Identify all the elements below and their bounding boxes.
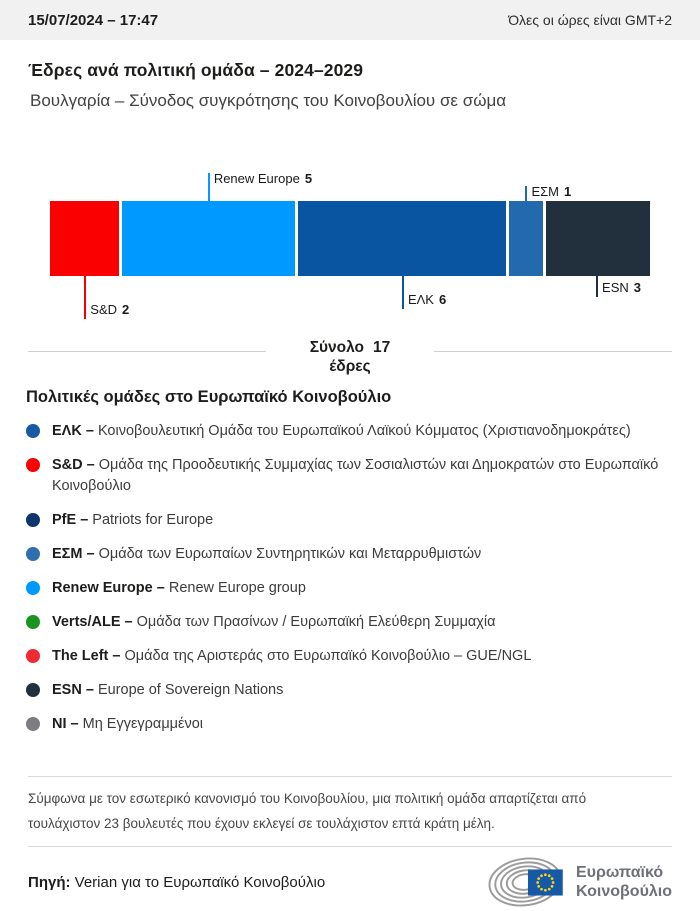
bar-segment-epp bbox=[298, 201, 506, 276]
legend-abbr: ΕΣΜ – bbox=[52, 546, 99, 562]
legend-heading: Πολιτικές ομάδες στο Ευρωπαϊκό Κοινοβούλ… bbox=[26, 388, 392, 406]
timezone-note: Όλες οι ώρες είναι GMT+2 bbox=[508, 12, 672, 28]
legend-item-verts: Verts/ALE – Ομάδα των Πρασίνων / Ευρωπαϊ… bbox=[26, 612, 672, 633]
total-divider-right bbox=[434, 351, 672, 352]
legend-abbr: The Left – bbox=[52, 648, 125, 664]
legend-description: Renew Europe group bbox=[168, 580, 306, 596]
legend-item-ni: NI – Μη Εγγεγραμμένοι bbox=[26, 714, 672, 735]
total-divider-left bbox=[28, 351, 266, 352]
legend-dot-ecr bbox=[26, 547, 40, 561]
callout-label-sd: S&D 2 bbox=[90, 302, 129, 318]
callout-group-name: ESN bbox=[602, 280, 629, 295]
callout-seat-count: 5 bbox=[304, 171, 313, 186]
callout-line-ecr bbox=[525, 186, 528, 201]
callout-line-epp bbox=[401, 276, 404, 309]
source-text: Πηγή: Verian για το Ευρωπαϊκό Κοινοβούλι… bbox=[28, 874, 325, 891]
callout-label-renew: Renew Europe 5 bbox=[214, 171, 312, 187]
legend-description: Μη Εγγεγραμμένοι bbox=[82, 716, 204, 732]
legend-abbr: PfE – bbox=[52, 512, 93, 528]
legend-abbr: Verts/ALE – bbox=[52, 614, 137, 630]
callout-group-name: S&D bbox=[90, 302, 118, 317]
callout-seat-count: 1 bbox=[564, 184, 572, 199]
legend-item-left: The Left – Ομάδα της Αριστεράς στο Ευρωπ… bbox=[26, 646, 672, 667]
legend-dot-verts bbox=[26, 615, 40, 629]
legend-description: Ομάδα των Ευρωπαίων Συντηρητικών και Μετ… bbox=[98, 546, 482, 562]
bar-segment-ecr bbox=[508, 201, 544, 276]
callout-seat-count: 6 bbox=[438, 292, 447, 307]
legend-abbr: Renew Europe – bbox=[52, 580, 169, 596]
total-label: Σύνολο bbox=[309, 339, 365, 356]
european-parliament-logo: Ευρωπαϊκό Κοινοβούλιο bbox=[486, 853, 672, 911]
legend-dot-sd bbox=[26, 458, 40, 472]
legend-dot-ni bbox=[26, 717, 40, 731]
callout-label-esn: ESN 3 bbox=[602, 280, 641, 296]
legend-description: Europe of Sovereign Nations bbox=[97, 682, 284, 698]
total-text: Σύνολο 17 έδρες bbox=[266, 338, 435, 376]
seat-bar bbox=[50, 201, 650, 276]
hemicycle-flag-icon bbox=[488, 857, 563, 907]
legend-item-esn: ESN – Europe of Sovereign Nations bbox=[26, 680, 672, 701]
header-bar: 15/07/2024 – 17:47 Όλες οι ώρες είναι GM… bbox=[0, 0, 700, 40]
legend-abbr: ΕΛΚ – bbox=[52, 423, 98, 439]
footnote: Σύμφωνα με τον εσωτερικό κανονισμό του Κ… bbox=[28, 791, 587, 831]
logo-line-2: Κοινοβούλιο bbox=[575, 883, 672, 900]
callout-label-ecr: ΕΣΜ 1 bbox=[531, 184, 571, 200]
legend-item-pfe: PfE – Patriots for Europe bbox=[26, 510, 672, 531]
legend-item-renew: Renew Europe – Renew Europe group bbox=[26, 578, 672, 599]
legend-description: Κοινοβουλευτική Ομάδα του Ευρωπαϊκού Λαϊ… bbox=[97, 423, 631, 439]
footnote-divider-top bbox=[28, 776, 672, 777]
page-subtitle: Βουλγαρία – Σύνοδος συγκρότησης του Κοιν… bbox=[30, 91, 507, 110]
legend-abbr: ESN – bbox=[52, 682, 98, 698]
callout-line-sd bbox=[84, 276, 87, 319]
total-unit: έδρες bbox=[329, 358, 371, 375]
source-row: Πηγή: Verian για το Ευρωπαϊκό Κοινοβούλι… bbox=[28, 853, 672, 911]
callout-group-name: ΕΛΚ bbox=[407, 292, 434, 307]
source-value: Verian για το Ευρωπαϊκό Κοινοβούλιο bbox=[70, 873, 326, 891]
legend-item-ecr: ΕΣΜ – Ομάδα των Ευρωπαίων Συντηρητικών κ… bbox=[26, 544, 672, 565]
legend-list: ΕΛΚ – Κοινοβουλευτική Ομάδα του Ευρωπαϊκ… bbox=[26, 421, 672, 735]
datetime-label: 15/07/2024 – 17:47 bbox=[28, 11, 159, 29]
callout-label-epp: ΕΛΚ 6 bbox=[408, 292, 446, 308]
footnote-divider-bottom bbox=[28, 846, 672, 847]
callout-line-renew bbox=[207, 173, 210, 201]
callout-group-name: Renew Europe bbox=[213, 171, 300, 186]
callout-seat-count: 3 bbox=[633, 280, 642, 295]
source-label: Πηγή: bbox=[28, 873, 71, 891]
total-value: 17 bbox=[373, 339, 391, 356]
page-title: Έδρες ανά πολιτική ομάδα – 2024–2029 bbox=[28, 60, 364, 80]
total-seats: Σύνολο 17 έδρες bbox=[28, 338, 672, 376]
legend-item-sd: S&D – Ομάδα της Προοδευτικής Συμμαχίας τ… bbox=[26, 455, 672, 497]
legend-dot-renew bbox=[26, 581, 40, 595]
legend-dot-epp bbox=[26, 424, 40, 438]
legend-item-epp: ΕΛΚ – Κοινοβουλευτική Ομάδα του Ευρωπαϊκ… bbox=[26, 421, 672, 442]
legend-dot-esn bbox=[26, 683, 40, 697]
callout-group-name: ΕΣΜ bbox=[531, 184, 560, 199]
logo-wordmark: Ευρωπαϊκό Κοινοβούλιο bbox=[576, 863, 672, 901]
legend-description: Ομάδα των Πρασίνων / Ευρωπαϊκή Ελεύθερη … bbox=[136, 614, 496, 630]
callout-line-esn bbox=[596, 276, 599, 297]
seat-chart: S&D 2 Renew Europe 5 ΕΛΚ 6 ΕΣΜ 1 ESN 3 bbox=[28, 111, 672, 336]
callout-seat-count: 2 bbox=[122, 302, 130, 317]
logo-line-1: Ευρωπαϊκό bbox=[575, 864, 664, 881]
legend-abbr: NI – bbox=[52, 716, 83, 732]
legend-dot-left bbox=[26, 649, 40, 663]
bar-segment-esn bbox=[546, 201, 650, 276]
legend-description: Ομάδα της Αριστεράς στο Ευρωπαϊκό Κοινοβ… bbox=[124, 648, 532, 664]
bar-segment-renew bbox=[122, 201, 296, 276]
legend-abbr: S&D – bbox=[52, 457, 99, 473]
eu-flag bbox=[527, 869, 563, 896]
legend-description: Ομάδα της Προοδευτικής Συμμαχίας των Σοσ… bbox=[52, 457, 659, 494]
legend-dot-pfe bbox=[26, 513, 40, 527]
legend-description: Patriots for Europe bbox=[92, 512, 214, 528]
bar-segment-sd bbox=[50, 201, 120, 276]
callout-layer: S&D 2 Renew Europe 5 ΕΛΚ 6 ΕΣΜ 1 ESN 3 bbox=[50, 111, 650, 336]
